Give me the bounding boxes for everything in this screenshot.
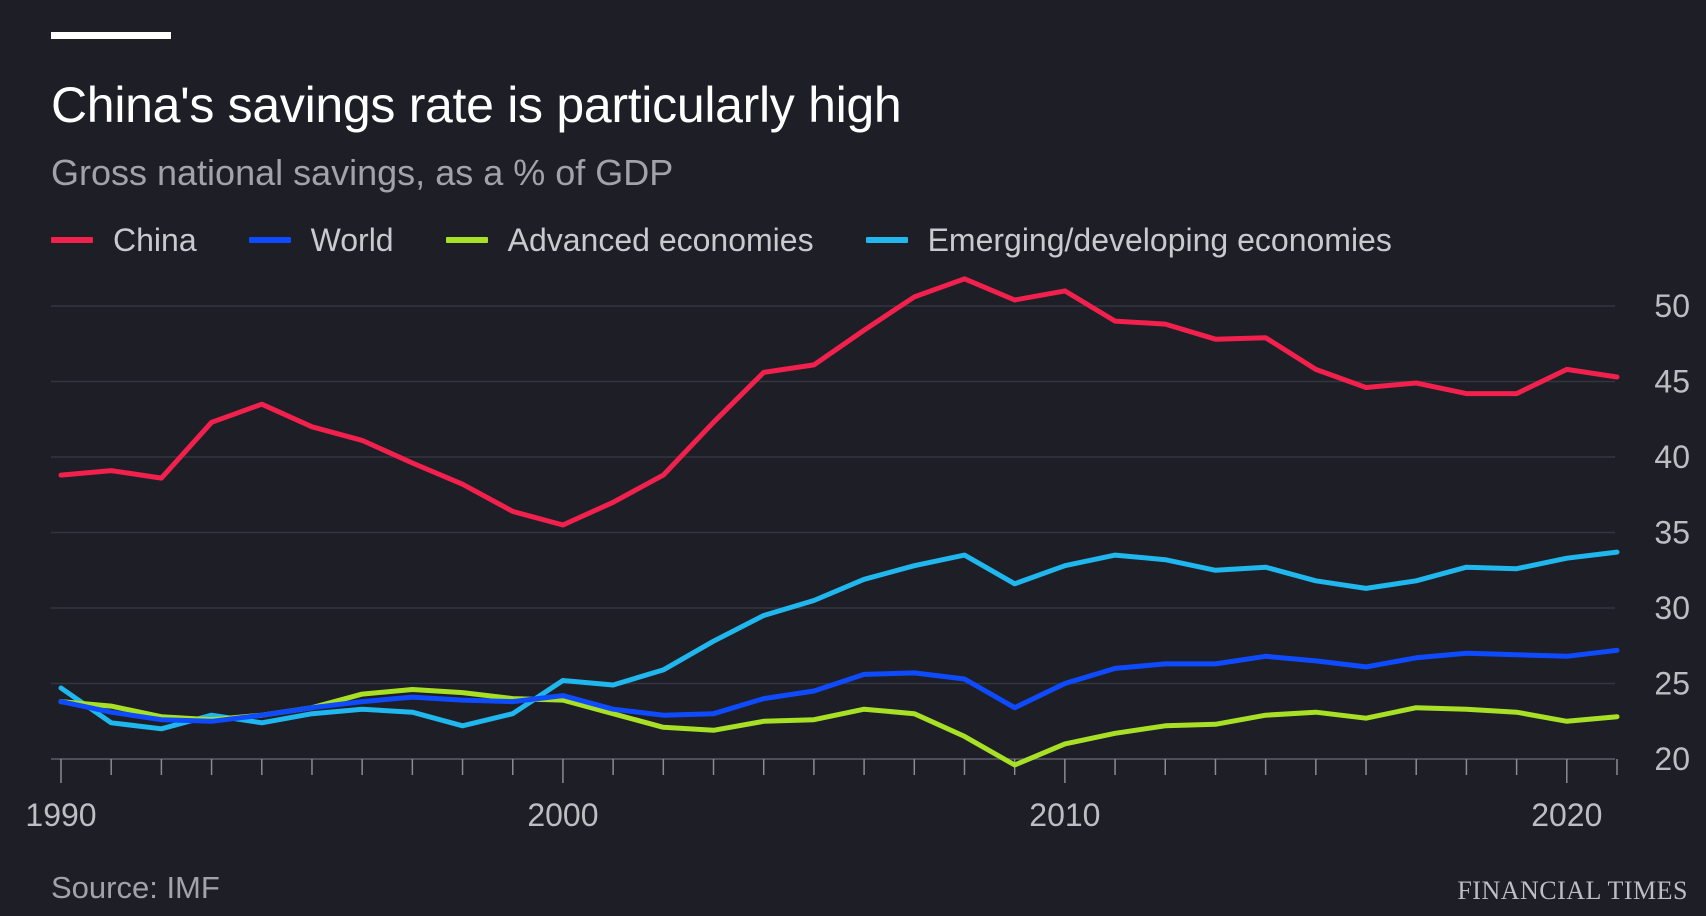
legend-swatch-world <box>248 237 291 243</box>
legend-swatch-emerging <box>865 237 908 243</box>
chart-title: China's savings rate is particularly hig… <box>51 77 902 133</box>
financial-times-logo: FINANCIAL TIMES <box>1457 876 1688 905</box>
source-note: Source: IMF <box>51 870 220 905</box>
legend-swatch-advanced <box>445 237 488 243</box>
legend-label-advanced: Advanced economies <box>507 221 814 258</box>
legend-item-china: China <box>51 222 197 259</box>
series-line-china <box>58 276 1620 528</box>
y-tick-label-45: 45 <box>1654 364 1690 400</box>
series-line-advanced-economies <box>58 687 1620 768</box>
legend-swatch-china <box>51 237 93 243</box>
series-line-emerging-developing-economies <box>58 549 1620 732</box>
chart-legend: China World Advanced economies Emerging/… <box>51 218 1444 262</box>
x-tick-label-2020: 2020 <box>1531 797 1602 833</box>
y-tick-label-50: 50 <box>1654 288 1690 324</box>
y-tick-label-25: 25 <box>1654 666 1690 702</box>
y-tick-label-20: 20 <box>1654 741 1690 777</box>
legend-label-china: China <box>113 221 197 258</box>
chart-subtitle: Gross national savings, as a % of GDP <box>51 152 674 193</box>
x-tick-label-1990: 1990 <box>25 797 96 833</box>
legend-label-world: World <box>310 221 394 258</box>
x-tick-label-2010: 2010 <box>1029 797 1100 833</box>
y-tick-label-40: 40 <box>1654 439 1690 475</box>
legend-item-emerging: Emerging/developing economies <box>865 221 1392 259</box>
x-tick-label-2000: 2000 <box>527 797 598 833</box>
series-line-world <box>58 647 1620 724</box>
header-accent-bar <box>51 32 171 39</box>
legend-item-world: World <box>248 221 394 259</box>
legend-label-emerging: Emerging/developing economies <box>927 221 1392 258</box>
legend-item-advanced: Advanced economies <box>445 221 814 259</box>
y-tick-label-30: 30 <box>1654 590 1690 626</box>
y-tick-label-35: 35 <box>1654 515 1690 551</box>
